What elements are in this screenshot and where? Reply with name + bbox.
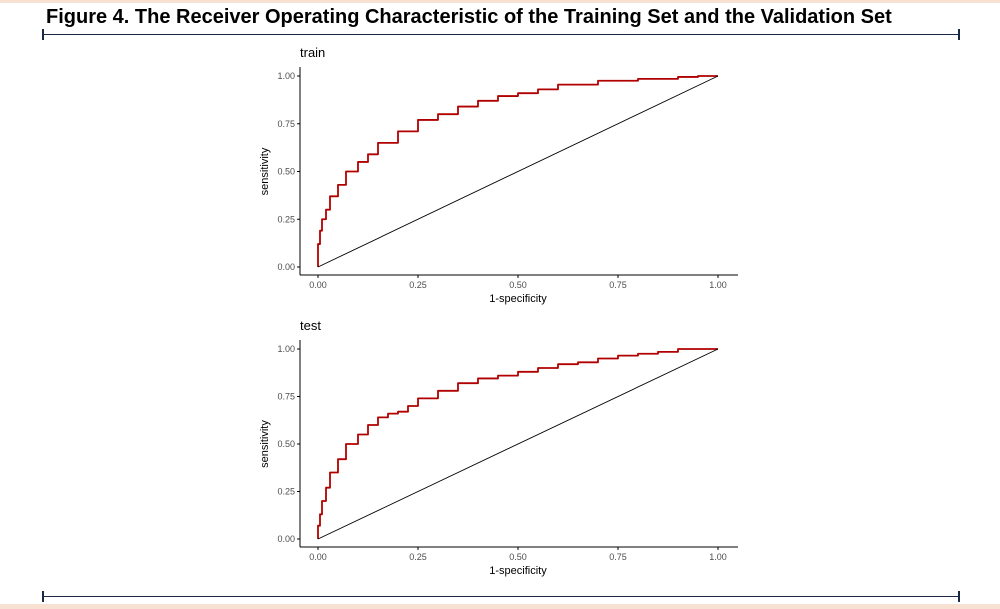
top-band: [0, 0, 1000, 3]
x-tick-label-train: 0.50: [509, 280, 527, 290]
roc-curve-test: [317, 348, 718, 539]
x-axis-title-train: 1-specificity: [489, 293, 547, 305]
panel-title-train: train: [300, 45, 325, 60]
figure-title: Figure 4. The Receiver Operating Charact…: [46, 6, 892, 28]
y-tick-label-test: 0.75: [277, 392, 295, 402]
y-axis-title-test: sensitivity: [259, 420, 271, 468]
x-tick-label-test: 0.00: [309, 552, 327, 562]
x-tick-label-test: 0.75: [609, 552, 627, 562]
reference-diagonal-test: [317, 348, 719, 540]
panel-title-test: test: [300, 318, 321, 333]
bottom-rule: [42, 591, 960, 602]
x-tick-label-test: 0.25: [409, 552, 427, 562]
y-axis-title-train: sensitivity: [259, 147, 271, 195]
top-rule: [42, 29, 960, 40]
chart-panel-train: train 0.00 0.25 0.50 0.75 1.00 0.00 0.25 0.50 0.7…: [259, 45, 738, 305]
x-tick-label-test: 1.00: [709, 552, 727, 562]
y-tick-label-train: 0.50: [277, 167, 295, 177]
y-tick-label-test: 1.00: [277, 344, 295, 354]
x-tick-label-test: 0.50: [509, 552, 527, 562]
x-tick-label-train: 0.75: [609, 280, 627, 290]
y-tick-label-train: 0.25: [277, 214, 295, 224]
chart-panel-test: test 0.00 0.25 0.50 0.75 1.00 0.00 0.25 0.50 0.75…: [259, 318, 738, 577]
y-tick-label-train: 1.00: [277, 71, 295, 81]
x-tick-label-train: 0.00: [309, 280, 327, 290]
reference-diagonal-train: [317, 75, 719, 268]
y-tick-label-test: 0.50: [277, 439, 295, 449]
y-tick-label-test: 0.25: [277, 487, 295, 497]
y-tick-label-test: 0.00: [277, 534, 295, 544]
x-tick-label-train: 0.25: [409, 280, 427, 290]
x-tick-label-train: 1.00: [709, 280, 727, 290]
bottom-band: [0, 604, 1000, 609]
x-axis-title-test: 1-specificity: [489, 565, 547, 577]
roc-curve-train: [317, 75, 718, 267]
y-tick-label-train: 0.00: [277, 262, 295, 272]
y-tick-label-train: 0.75: [277, 119, 295, 129]
